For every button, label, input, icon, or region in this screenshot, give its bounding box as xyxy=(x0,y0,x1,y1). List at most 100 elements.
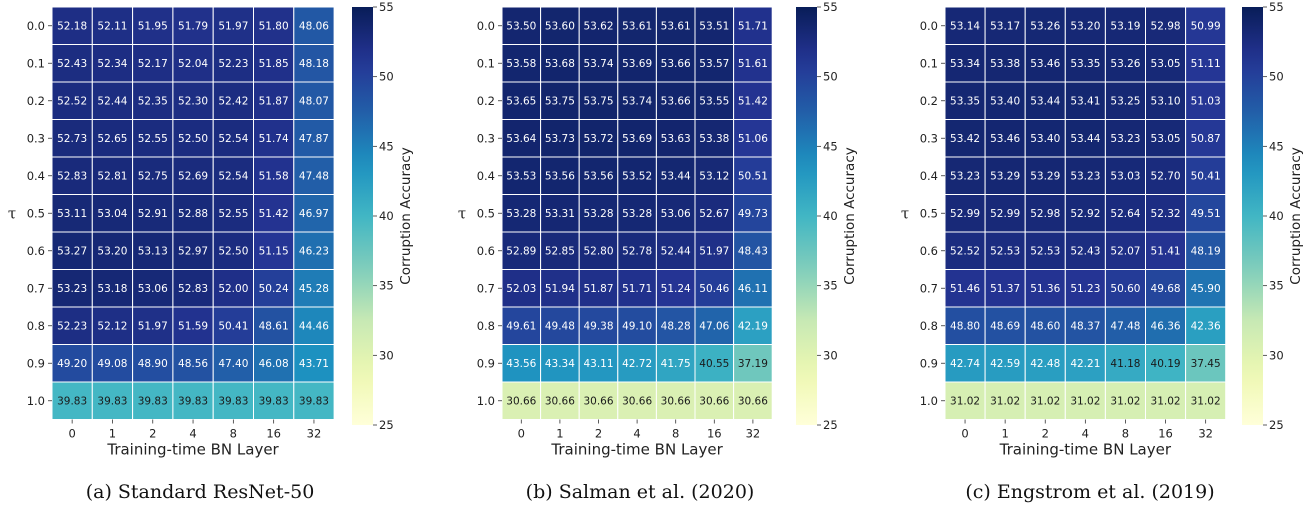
heatmap-cell xyxy=(578,194,619,233)
cell-value-label: 53.10 xyxy=(1151,96,1181,108)
heatmap-cell xyxy=(540,381,580,420)
x-tick-label: 8 xyxy=(672,427,679,441)
heatmap-cell xyxy=(253,344,295,383)
cell-value-label: 53.64 xyxy=(506,133,536,145)
y-tick-label: 0.3 xyxy=(477,131,495,145)
heatmap-cell xyxy=(733,269,773,308)
cell-value-label: 41.75 xyxy=(661,358,691,370)
cell-value-label: 42.74 xyxy=(950,358,980,370)
cell-value-label: 53.44 xyxy=(1030,96,1060,108)
heatmap-cell xyxy=(293,81,335,120)
heatmap-cell xyxy=(132,44,174,83)
cell-value-label: 49.38 xyxy=(583,321,613,333)
heatmap-cell xyxy=(132,156,174,195)
cell-value-label: 50.60 xyxy=(1110,283,1140,295)
colorbar-tick-label: 30 xyxy=(823,348,838,362)
heatmap-cell xyxy=(132,306,174,345)
heatmap-cell xyxy=(617,306,657,345)
cell-value-label: 51.58 xyxy=(259,171,289,183)
cell-value-label: 46.11 xyxy=(738,283,768,295)
heatmap-cell xyxy=(1064,156,1106,195)
cell-value-label: 51.42 xyxy=(259,208,289,220)
y-tick-label: 0.2 xyxy=(477,94,495,108)
cell-value-label: 48.61 xyxy=(259,321,289,333)
x-tick-label: 0 xyxy=(518,427,525,441)
y-tick-label: 0.4 xyxy=(477,169,495,183)
heatmap-cell xyxy=(617,44,657,83)
heatmap-cell xyxy=(253,81,295,120)
cell-value-label: 53.34 xyxy=(950,58,980,70)
y-tick-label: 0.0 xyxy=(27,19,45,33)
cell-value-label: 51.15 xyxy=(259,246,289,258)
cell-value-label: 49.51 xyxy=(1191,208,1221,220)
cell-value-label: 37.45 xyxy=(1191,358,1221,370)
heatmap-cell xyxy=(293,344,335,383)
colorbar-tick-label: 35 xyxy=(379,279,394,293)
cell-value-label: 47.87 xyxy=(299,133,329,145)
cell-value-label: 52.23 xyxy=(57,321,87,333)
heatmap-cell xyxy=(694,231,735,270)
colorbar-tick-label: 45 xyxy=(823,139,838,153)
x-tick-label: 1 xyxy=(109,427,116,441)
heatmap-cell xyxy=(617,81,657,120)
cell-value-label: 50.41 xyxy=(218,321,248,333)
heatmap-cell xyxy=(1185,194,1227,233)
cell-value-label: 53.11 xyxy=(57,208,87,220)
cell-value-label: 53.38 xyxy=(990,58,1020,70)
cell-value-label: 53.62 xyxy=(583,21,613,33)
heatmap-cell xyxy=(91,194,134,233)
cell-value-label: 52.75 xyxy=(138,171,168,183)
cell-value-label: 52.85 xyxy=(545,246,575,258)
x-axis-title: Training-time BN Layer xyxy=(999,441,1172,459)
y-tick-label: 0.2 xyxy=(920,94,938,108)
heatmap-cell xyxy=(91,269,134,308)
y-tick-label: 0.7 xyxy=(27,281,45,295)
heatmap-cell xyxy=(944,156,986,195)
cell-value-label: 51.41 xyxy=(1151,246,1181,258)
cell-value-label: 50.99 xyxy=(1191,21,1221,33)
cell-value-label: 52.17 xyxy=(138,58,168,70)
heatmap-cell xyxy=(1185,231,1227,270)
cell-value-label: 42.48 xyxy=(1030,358,1060,370)
cell-value-label: 30.66 xyxy=(583,396,613,408)
heatmap-cell xyxy=(293,194,335,233)
x-tick-label: 1 xyxy=(1001,427,1008,441)
cell-value-label: 52.35 xyxy=(138,96,168,108)
cell-value-label: 53.60 xyxy=(545,21,575,33)
heatmap-cell xyxy=(212,269,254,308)
x-axis-title: Training-time BN Layer xyxy=(550,441,723,459)
heatmap-cell xyxy=(984,344,1026,383)
cell-value-label: 30.66 xyxy=(661,396,691,408)
cell-value-label: 46.97 xyxy=(299,208,329,220)
cell-value-label: 41.18 xyxy=(1110,358,1140,370)
cell-value-label: 53.20 xyxy=(97,246,127,258)
colorbar xyxy=(1242,7,1263,425)
cell-value-label: 53.06 xyxy=(138,283,168,295)
cell-value-label: 53.73 xyxy=(545,133,575,145)
heatmap-cell xyxy=(1024,6,1066,45)
cell-value-label: 43.11 xyxy=(583,358,613,370)
heatmap-cell xyxy=(1185,81,1227,120)
heatmap-cell xyxy=(293,231,335,270)
cell-value-label: 53.46 xyxy=(1030,58,1060,70)
cell-value-label: 52.52 xyxy=(950,246,980,258)
heatmap-cell xyxy=(655,344,696,383)
heatmap-cell xyxy=(1104,6,1147,45)
cell-value-label: 53.74 xyxy=(622,96,652,108)
cell-value-label: 51.36 xyxy=(1030,283,1060,295)
cell-value-label: 53.42 xyxy=(950,133,980,145)
cell-value-label: 52.89 xyxy=(506,246,536,258)
cell-value-label: 53.35 xyxy=(950,96,980,108)
heatmap-cell xyxy=(132,344,174,383)
cell-value-label: 52.54 xyxy=(218,133,248,145)
cell-value-label: 30.66 xyxy=(738,396,768,408)
cell-value-label: 53.38 xyxy=(699,133,729,145)
heatmap-cell xyxy=(91,81,134,120)
heatmap-cell xyxy=(253,119,295,158)
cell-value-label: 53.69 xyxy=(622,133,652,145)
x-tick-label: 8 xyxy=(230,427,237,441)
colorbar-tick-label: 30 xyxy=(1269,348,1284,362)
cell-value-label: 48.56 xyxy=(178,358,208,370)
cell-value-label: 51.37 xyxy=(990,283,1020,295)
heatmap-cell xyxy=(1185,44,1227,83)
